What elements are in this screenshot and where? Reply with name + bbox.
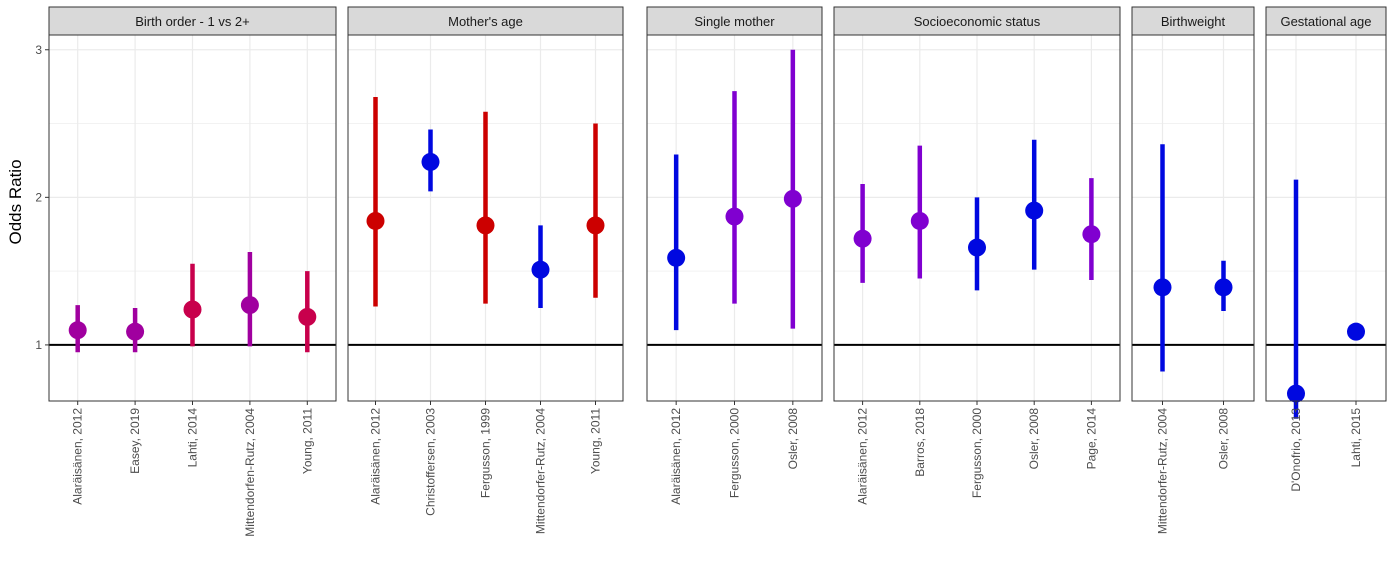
- facet-panel: Mother's age Alaräisänen, 2012 Christoffer…: [347, 6, 624, 534]
- facet-title: Birthweight: [1161, 14, 1226, 29]
- facet-panels: 1 2 3 Birth order - 1 vs 2+ Alaräisänen, 201…: [35, 6, 1387, 537]
- panel-border: [48, 34, 337, 402]
- x-tick-label: Alaräisänen, 2012: [71, 408, 85, 505]
- x-tick-label: D'Onofrio, 2013: [1289, 408, 1303, 492]
- estimate-point: [1082, 225, 1101, 244]
- estimate-point: [783, 189, 802, 208]
- x-tick-label: Young, 2011: [589, 408, 603, 474]
- estimate-point: [586, 216, 605, 235]
- panel-border: [1265, 34, 1387, 402]
- x-tick-label: Page, 2014: [1084, 408, 1098, 470]
- estimate-point: [1153, 278, 1172, 297]
- facet-strip: [48, 6, 337, 36]
- estimate-point: [1025, 201, 1044, 220]
- x-tick-label: Young, 2011: [300, 408, 314, 474]
- y-tick-label: 2: [35, 190, 42, 204]
- estimate-point: [240, 296, 259, 315]
- x-tick-label: Lahti, 2014: [186, 408, 200, 468]
- facet-panel: Gestational age D'Onofrio, 2013 Lahti, 201…: [1265, 6, 1387, 492]
- panel-background: [1132, 35, 1254, 401]
- facet-strip: [833, 6, 1121, 36]
- panel-border: [1131, 34, 1255, 402]
- x-tick-label: Alaräisänen, 2012: [669, 408, 683, 505]
- estimate-point: [667, 248, 686, 267]
- x-tick-label: Mittendorfer-Rutz, 2004: [534, 408, 548, 534]
- y-axis-title: Odds Ratio: [6, 159, 25, 244]
- x-tick-label: Mittendorfen-Rutz, 2004: [243, 408, 257, 537]
- estimate-point: [531, 260, 550, 279]
- y-tick-label: 3: [35, 43, 42, 57]
- estimate-point: [725, 207, 744, 226]
- panel-background: [1266, 35, 1386, 401]
- x-tick-label: Osler, 2008: [786, 408, 800, 470]
- x-tick-label: Christoffersen, 2003: [424, 408, 438, 516]
- x-tick-label: Mittendorfer-Rutz, 2004: [1156, 408, 1170, 534]
- estimate-point: [853, 229, 872, 248]
- facet-strip: [347, 6, 624, 36]
- estimate-point: [910, 211, 929, 230]
- facet-strip: [646, 6, 823, 36]
- facet-panel: Socioeconomic status Alaräisänen, 2012 Bar…: [833, 6, 1121, 505]
- estimate-point: [1347, 322, 1365, 341]
- facet-title: Mother's age: [448, 14, 523, 29]
- facet-title: Socioeconomic status: [914, 14, 1041, 29]
- estimate-point: [1287, 384, 1305, 403]
- estimate-point: [68, 321, 87, 340]
- estimate-point: [1214, 278, 1233, 297]
- y-tick-label: 1: [35, 338, 42, 352]
- x-tick-label: Easey, 2019: [128, 408, 142, 474]
- x-tick-label: Lahti, 2015: [1349, 408, 1363, 468]
- facet-title: Gestational age: [1280, 14, 1371, 29]
- x-tick-label: Fergusson, 2000: [970, 408, 984, 498]
- panel-border: [646, 34, 823, 402]
- facet-panel: Birthweight Mittendorfer-Rutz, 2004 Osler,…: [1131, 6, 1255, 534]
- x-tick-label: Fergusson, 2000: [728, 408, 742, 498]
- facet-title: Birth order - 1 vs 2+: [135, 14, 250, 29]
- estimate-point: [183, 300, 202, 319]
- estimate-point: [968, 238, 986, 257]
- estimate-point: [298, 307, 317, 326]
- x-tick-label: Osler, 2008: [1027, 408, 1041, 470]
- estimate-point: [476, 216, 495, 235]
- facet-panel: Birth order - 1 vs 2+ Alaräisänen, 2012 Ea…: [48, 6, 337, 537]
- estimate-point: [421, 152, 440, 171]
- facet-panel: Single mother Alaräisänen, 2012 Fergusson,…: [646, 6, 823, 505]
- facet-strip: [1131, 6, 1255, 36]
- facet-title: Single mother: [694, 14, 775, 29]
- panel-border: [347, 34, 624, 402]
- panel-border: [833, 34, 1121, 402]
- x-tick-label: Fergusson, 1999: [479, 408, 493, 498]
- x-tick-label: Alaräisänen, 2012: [856, 408, 870, 505]
- x-tick-label: Alaräisänen, 2012: [369, 408, 383, 505]
- estimate-point: [126, 322, 145, 341]
- x-tick-label: Osler, 2008: [1217, 408, 1231, 470]
- estimate-point: [366, 211, 385, 230]
- x-tick-label: Barros, 2018: [913, 408, 927, 477]
